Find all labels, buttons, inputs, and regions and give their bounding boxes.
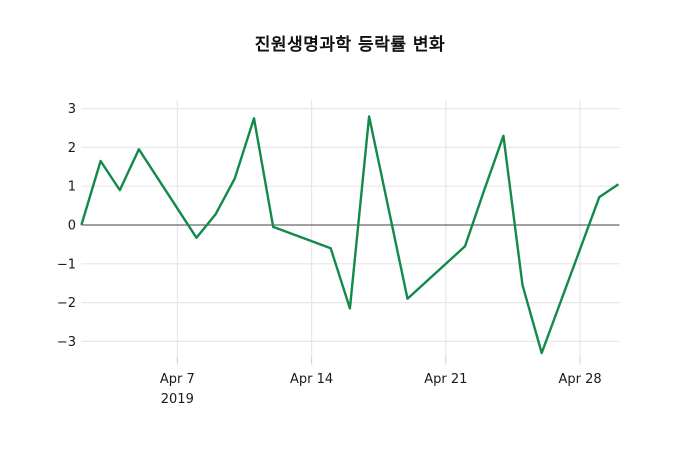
y-tick-label: 1 [68,180,76,195]
x-tick-sublabel: 2019 [161,392,194,407]
x-tick-marks [176,357,581,365]
price-line-group [80,115,620,355]
y-tick-label: −2 [57,296,76,311]
chart-title: 진원생명과학 등락률 변화 [254,35,446,55]
x-tick-label: Apr 28 [558,372,601,387]
x-tick-label: Apr 21 [424,372,467,387]
price-line [80,115,620,355]
x-tick-labels: Apr 7 2019 Apr 14 Apr 21 Apr 28 [160,372,602,407]
y-tick-label: 2 [68,141,76,156]
x-tick-label: Apr 7 [160,372,195,387]
x-gridlines [176,100,581,358]
y-tick-label: 3 [68,102,76,117]
y-tick-label: 0 [68,219,76,234]
y-tick-labels: 3 2 1 0 −1 −2 −3 [57,102,76,350]
y-tick-label: −1 [57,257,76,272]
x-tick-label: Apr 14 [290,372,333,387]
y-tick-label: −3 [57,335,76,350]
